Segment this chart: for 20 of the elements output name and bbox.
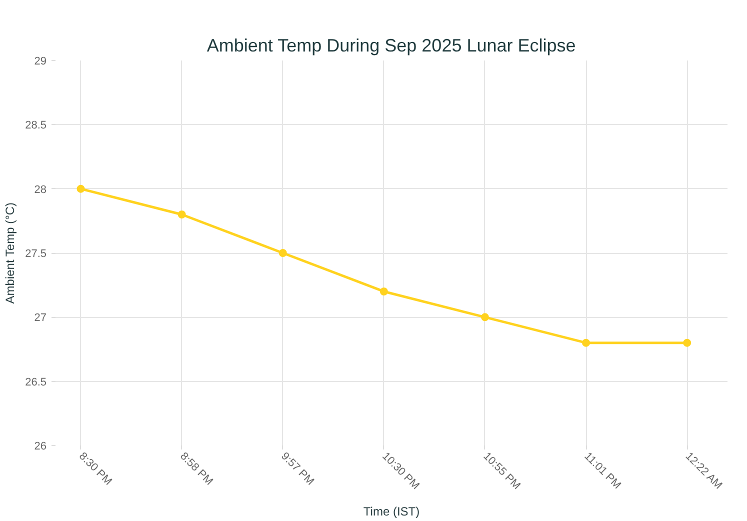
y-tick-label: 29 xyxy=(34,56,47,68)
x-tick-label: 8:30 PM xyxy=(76,450,114,488)
y-tick-label: 26 xyxy=(34,440,47,452)
chart-title: Ambient Temp During Sep 2025 Lunar Eclipse xyxy=(206,36,576,56)
x-tick-label: 8:58 PM xyxy=(178,450,216,488)
point xyxy=(278,249,287,257)
y-tick-label: 26.5 xyxy=(25,376,47,388)
point xyxy=(480,313,489,322)
y-tick-label: 28 xyxy=(34,184,47,196)
y-axis-title: Ambient Temp (°C) xyxy=(3,202,18,304)
x-axis-title: Time (IST) xyxy=(363,504,420,518)
point xyxy=(380,288,388,296)
point xyxy=(683,338,692,347)
y-tick-label: 27 xyxy=(34,312,47,324)
y-tick-label: 27.5 xyxy=(25,248,47,260)
point xyxy=(178,210,186,218)
point xyxy=(582,338,590,347)
x-tick-label: 9:57 PM xyxy=(278,450,316,488)
point xyxy=(76,184,85,193)
y-tick-label: 28.5 xyxy=(25,120,47,132)
